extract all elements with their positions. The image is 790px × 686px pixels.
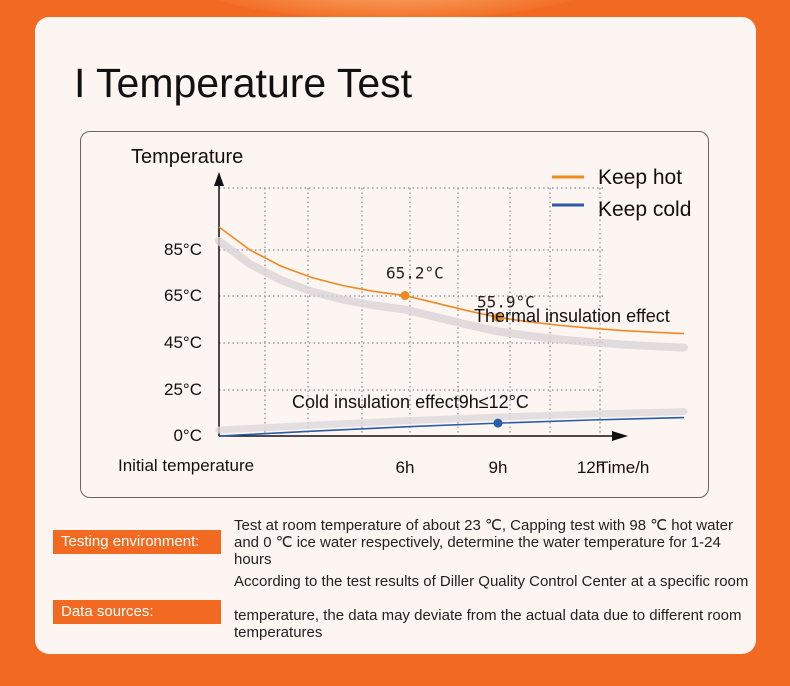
keep-hot-point-label: 55.9°C [477,292,535,311]
y-axis-title: Temperature [131,146,243,168]
keep-cold-shadow [215,408,688,434]
keep-hot-point-label: 65.2°C [386,264,444,283]
testing-environment-label: Testing environment: [53,530,221,554]
data-sources-label: Data sources: [53,600,221,624]
chart-frame [80,131,709,498]
legend-keep-cold-label: Keep cold [598,198,691,221]
cold-insulation-annotation: Cold insulation effect9h≤12°C [292,392,529,412]
thermal-insulation-annotation: Thermal insulation effect [474,306,670,326]
y-tick-label: 0°C [173,426,202,445]
keep-hot-point [493,312,503,322]
y-axis-arrow [214,172,224,186]
x-origin-label: Initial temperature [118,456,254,475]
keep-cold-line [218,416,685,437]
keep-hot-line [218,226,685,335]
y-tick-label: 45°C [164,333,202,352]
x-tick-label: 9h [489,458,508,477]
keep-hot-shadow [215,237,688,352]
x-axis-title: Time/h [598,458,649,477]
testing-environment-text: Test at room temperature of about 23 ℃, … [234,517,733,568]
y-tick-label: 25°C [164,380,202,399]
data-sources-text-line1: According to the test results of Diller … [234,573,749,590]
x-tick-label: 12h [577,458,605,477]
legend-keep-hot-label: Keep hot [598,166,682,189]
y-tick-label: 85°C [164,240,202,259]
x-axis-arrow [612,431,628,441]
y-tick-label: 65°C [164,286,202,305]
data-sources-text-line2: temperature, the data may deviate from t… [234,607,742,641]
keep-hot-point [400,291,410,301]
page-title: I Temperature Test [74,60,413,106]
x-tick-label: 6h [396,458,415,477]
keep-cold-point [493,418,503,428]
